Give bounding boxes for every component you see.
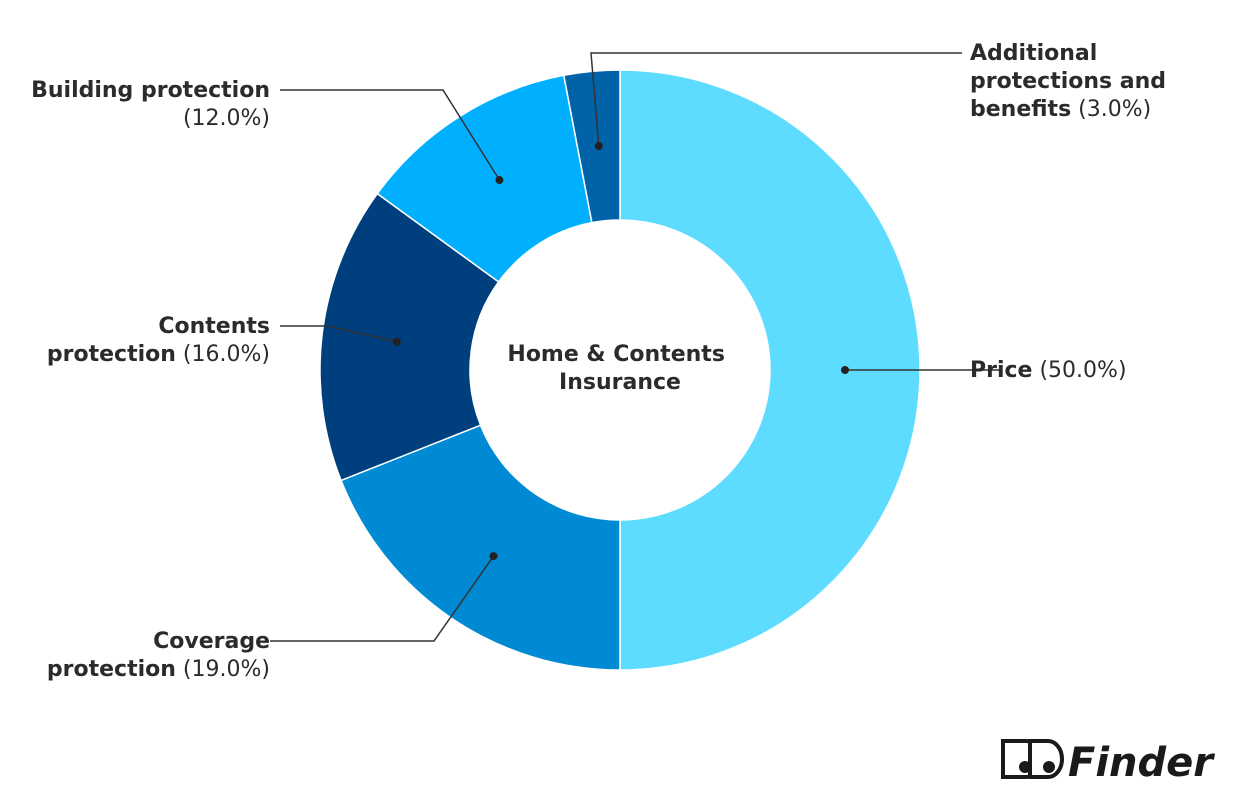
slice-label: Coverage protection (19.0%) <box>47 629 270 682</box>
leader-line <box>270 555 495 642</box>
leader-dot <box>489 552 498 561</box>
leader-line <box>590 52 962 147</box>
leader-dot <box>594 141 603 150</box>
center-label: Home & Contents Insurance <box>507 342 732 395</box>
leader-line <box>280 89 501 181</box>
leader-dot <box>392 337 401 346</box>
chart-slices <box>319 69 921 671</box>
slice-contents-protection <box>319 192 500 482</box>
brand-name: Finder <box>1068 740 1215 786</box>
slice-price <box>619 69 921 671</box>
slice-additional-protections-and-benefits <box>562 69 621 224</box>
finder-logo: Finder <box>1001 739 1215 786</box>
slice-label: Additional protections and benefits (3.0%) <box>970 41 1166 122</box>
eyes-logo-icon <box>1001 739 1064 779</box>
leader-lines <box>270 52 1000 642</box>
leader-line <box>280 325 397 343</box>
slice-coverage-protection <box>340 424 621 671</box>
slice-labels: Price (50.0%) Coverage protection (19.0%) C… <box>31 41 1166 682</box>
slice-label: Price (50.0%) <box>970 358 1127 383</box>
slice-label: Building protection (12.0%) <box>31 78 270 131</box>
slice-label: Contents protection (16.0%) <box>47 314 270 367</box>
leader-dot <box>841 366 849 374</box>
leader-dot <box>495 176 504 185</box>
